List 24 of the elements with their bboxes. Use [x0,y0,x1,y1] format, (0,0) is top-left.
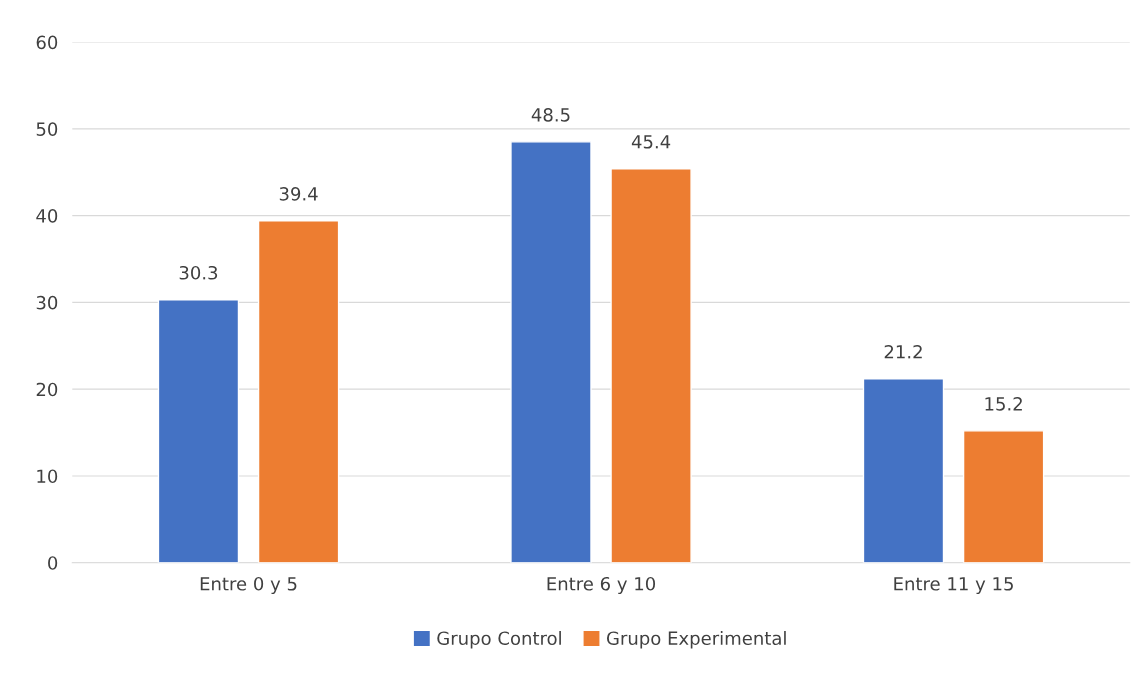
legend-label: Grupo Experimental [606,631,786,649]
data-label: 30.3 [179,265,218,280]
bar [610,168,692,563]
bar [862,378,945,563]
bar [257,220,340,563]
data-label: 45.4 [631,135,671,149]
bar [510,141,592,563]
y-tick-label: 30 [36,295,58,310]
y-tick-label: 10 [37,469,58,484]
data-label: 21.2 [884,344,922,359]
y-tick-label: 20 [36,382,58,397]
x-tick-label: Entre 6 y 10 [547,576,656,595]
x-tick-label: Entre 11 y 15 [894,577,1013,595]
legend-label: Grupo Control [437,631,561,649]
data-label: 15.2 [985,397,1022,411]
x-tick-label: Entre 0 y 5 [200,576,297,595]
y-tick-label: 0 [48,556,58,570]
y-tick-label: 40 [36,209,58,223]
y-tick-label: 50 [36,122,58,136]
data-label: 39.4 [279,186,318,201]
y-tick-label: 60 [36,35,58,50]
bar [157,299,240,563]
data-label: 48.5 [531,108,570,122]
bar [962,430,1045,563]
